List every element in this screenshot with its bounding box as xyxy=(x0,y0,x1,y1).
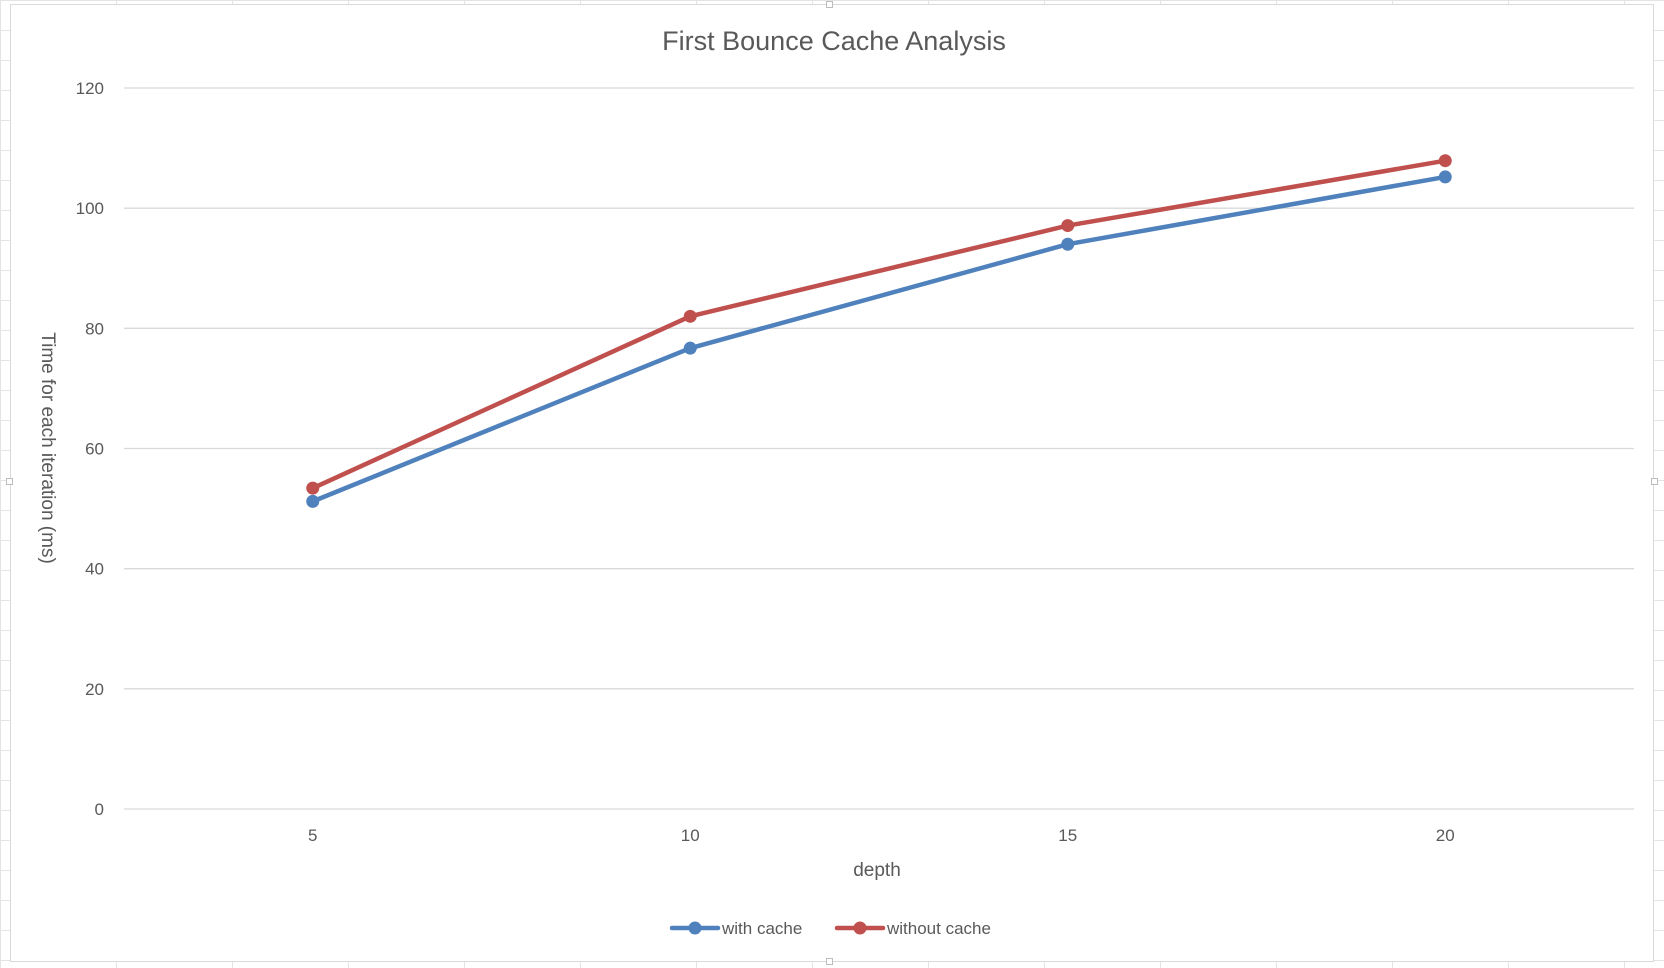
data-point xyxy=(683,341,697,355)
resize-handle-bottom[interactable] xyxy=(826,958,833,965)
data-point xyxy=(306,481,320,495)
resize-handle-left[interactable] xyxy=(6,478,13,485)
legend-swatch-marker xyxy=(688,921,702,935)
data-point xyxy=(1438,170,1452,184)
series-line xyxy=(310,158,1448,491)
series-lines xyxy=(306,154,1452,508)
resize-handle-right[interactable] xyxy=(1651,478,1658,485)
data-point xyxy=(1061,219,1075,233)
y-tick-label: 40 xyxy=(85,560,104,579)
legend[interactable]: with cache without cache xyxy=(669,919,991,938)
y-axis-ticks: 0 20 40 60 80 100 120 xyxy=(76,79,104,819)
data-point xyxy=(683,309,697,323)
x-tick-label: 5 xyxy=(308,826,317,845)
chart-area[interactable] xyxy=(10,4,1654,962)
legend-label: with cache xyxy=(721,919,802,938)
y-tick-label: 120 xyxy=(76,79,104,98)
y-tick-label: 80 xyxy=(85,319,104,338)
data-point xyxy=(1061,237,1075,251)
gridlines xyxy=(124,87,1634,810)
legend-swatch-marker xyxy=(853,921,867,935)
legend-label: without cache xyxy=(886,919,991,938)
y-axis-title: Time for each iteration (ms) xyxy=(37,332,58,564)
x-tick-label: 20 xyxy=(1436,826,1455,845)
y-tick-label: 60 xyxy=(85,440,104,459)
y-tick-label: 20 xyxy=(85,680,104,699)
series-line xyxy=(310,174,1448,504)
x-axis-ticks: 5 10 15 20 xyxy=(308,826,1455,845)
chart-title: First Bounce Cache Analysis xyxy=(662,26,1006,56)
y-tick-label: 0 xyxy=(95,800,104,819)
resize-handle-top[interactable] xyxy=(826,1,833,8)
x-tick-label: 10 xyxy=(681,826,700,845)
x-tick-label: 15 xyxy=(1058,826,1077,845)
data-point xyxy=(306,494,320,508)
data-point xyxy=(1438,154,1452,168)
x-axis-title: depth xyxy=(853,860,901,881)
y-tick-label: 100 xyxy=(76,199,104,218)
